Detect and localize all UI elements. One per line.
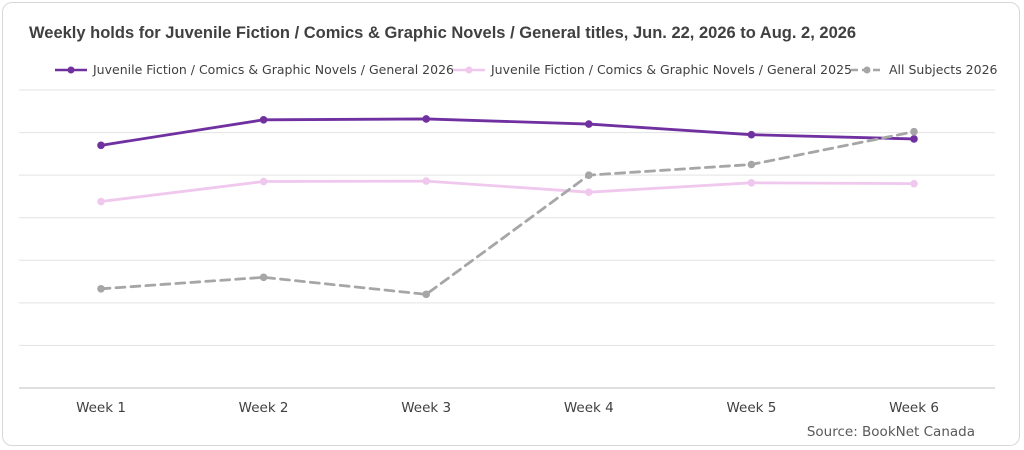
legend-label-series-3: All Subjects 2026	[889, 62, 998, 77]
legend-swatch-series-1	[55, 66, 87, 73]
data-point-series-1	[422, 115, 431, 123]
series-line-1	[99, 117, 916, 147]
legend-label-series-2: Juvenile Fiction / Comics & Graphic Nove…	[491, 62, 852, 77]
x-tick-label: Week 1	[76, 400, 126, 416]
data-point-series-2	[259, 177, 268, 186]
data-point-series-2	[747, 179, 756, 187]
data-point-series-2	[585, 188, 593, 196]
chart-title: Weekly holds for Juvenile Fiction / Comi…	[29, 24, 857, 42]
plot-area: Week 1 Week 2 Week 3 Week 4 Week 5 Week 6	[19, 89, 995, 416]
data-point-series-2	[422, 177, 431, 185]
legend-label-series-1: Juvenile Fiction / Comics & Graphic Nove…	[93, 62, 454, 77]
data-point-series-1	[259, 116, 268, 124]
series-line-3	[99, 130, 916, 296]
chart-legend: Juvenile Fiction / Comics & Graphic Nove…	[53, 62, 1003, 82]
legend-swatch-series-2	[453, 66, 485, 73]
legend-item-series-3: All Subjects 2026	[849, 62, 998, 77]
legend-item-series-1: Juvenile Fiction / Comics & Graphic Nove…	[53, 62, 454, 77]
series-line-2	[99, 179, 916, 203]
x-tick-label: Week 5	[726, 400, 776, 416]
x-tick-label: Week 4	[564, 400, 614, 416]
data-point-series-1	[585, 120, 593, 128]
data-point-series-3	[259, 273, 268, 282]
legend-item-series-2: Juvenile Fiction / Comics & Graphic Nove…	[451, 62, 852, 77]
data-point-series-2	[910, 179, 918, 188]
legend-swatch-series-3	[851, 66, 883, 73]
data-point-series-2	[97, 197, 105, 206]
data-point-series-3	[422, 290, 431, 299]
source-note: Source: BookNet Canada	[806, 424, 975, 440]
data-point-series-1	[910, 135, 918, 143]
data-point-series-3	[910, 127, 918, 136]
data-point-series-3	[585, 171, 593, 179]
x-tick-label: Week 6	[889, 400, 939, 416]
data-point-series-1	[97, 141, 105, 150]
data-point-series-1	[747, 130, 756, 139]
x-tick-label: Week 3	[401, 400, 451, 416]
data-point-series-3	[97, 285, 105, 293]
x-tick-label: Week 2	[239, 400, 289, 416]
data-point-series-3	[747, 160, 756, 169]
